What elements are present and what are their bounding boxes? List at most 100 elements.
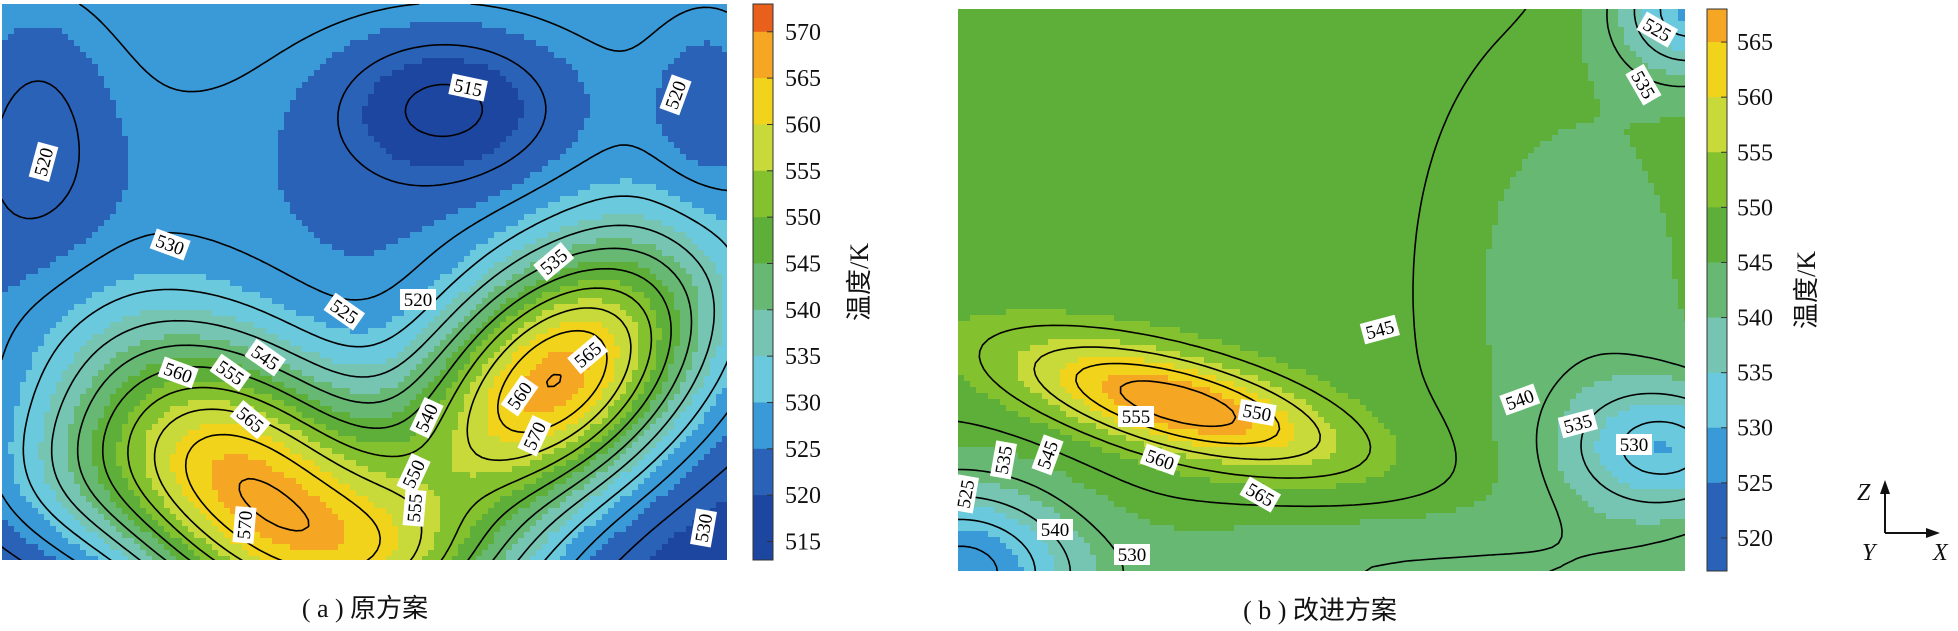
panel-a-cell [182,538,207,545]
panel-b-cell [958,189,1505,196]
panel-a-cell [458,550,483,557]
panel-a-cell [644,292,675,299]
panel-a-cell [20,484,51,491]
panel-a-cell [374,250,471,257]
panel-b-contour-label: 530 [1616,434,1652,456]
panel-a-cell [68,436,93,443]
panel-a-cell [518,292,543,299]
panel-a-cell [584,82,663,89]
panel-b-cell [1678,15,1685,22]
panel-b-contour-label-bg [1139,443,1181,476]
panel-a-cell [56,388,87,395]
panel-b-cell [1684,315,1685,322]
panel-a-contour-label-bg [157,356,199,389]
panel-a-cell [230,556,261,560]
panel-a-cell [200,334,279,341]
panel-b-cell [1048,339,1121,346]
panel-a-cell [2,328,51,335]
panel-a-cell [140,496,165,503]
panel-b-cell [958,489,1019,496]
panel-a-cell [74,358,111,365]
panel-a-cell [644,430,669,437]
panel-a-cell [278,136,375,143]
panel-a-cell [710,448,727,455]
panel-a-cell [470,352,495,359]
panel-a-cell [584,526,627,533]
panel-a-cell [32,502,63,509]
panel-b-cell [1492,381,1595,388]
panel-a-cell [314,418,429,425]
panel-a-cell [716,394,727,401]
panel-b-cell [958,231,1493,238]
panel-a-contour-label: 520 [400,289,436,311]
panel-a-cell [206,274,441,281]
panel-a-cell [332,406,405,413]
panel-a-cell [662,412,681,419]
panel-b-cell [1048,543,1091,550]
panel-a-cell [20,394,51,401]
panel-a-contour-label-bg [244,338,287,377]
panel-b-cell [1492,351,1685,358]
panel-a-cell [338,514,393,521]
panel-b-contour-label: 525 [952,474,979,514]
panel-b-cell [1678,291,1685,298]
panel-a-cell [494,310,519,317]
panel-a-cell [182,436,273,443]
panel-b-cell [1552,135,1631,142]
panel-a-cell [2,22,411,29]
panel-a-cell [362,106,525,113]
panel-a-cell [122,130,279,137]
colorbar-b-swatch [1707,42,1727,98]
panel-a-cell [194,502,225,509]
panel-a-cell [464,406,489,413]
panel-b-cell [1162,447,1337,454]
colorbar-a-tick-label: 540 [785,298,821,324]
panel-a-cell [722,280,727,287]
panel-a-cell [122,466,147,473]
panel-a-cell [248,454,303,461]
panel-b-contour-label-text: 530 [1620,435,1649,456]
panel-b-cell [1528,153,1637,160]
panel-a-cell [554,52,681,59]
panel-a-cell [722,286,727,293]
panel-b-cell [1180,471,1385,478]
panel-a-cell [362,118,519,125]
panel-a-cell [614,370,633,377]
panel-a-cell [2,34,9,41]
panel-a-cell [524,304,555,311]
panel-b-cell [1582,495,1685,502]
panel-a-cell [638,334,663,341]
panel-b-cell [1396,435,1493,442]
panel-a-cell [392,412,435,419]
panel-a-cell [512,358,543,365]
panel-a-cell [476,244,525,251]
panel-b-cell [1084,537,1685,544]
panel-a-cell [326,58,423,65]
panel-a-cell [518,310,543,317]
panel-b-cell [1684,309,1685,316]
panel-b-cell [958,249,1487,256]
panel-a-cell [620,454,645,461]
panel-a-cell [566,544,603,551]
panel-a-cell [116,460,147,467]
panel-a-cell [104,76,309,83]
panel-b-cell [958,531,989,538]
panel-a-cell [578,220,663,227]
panel-b-cell [958,39,1583,46]
panel-a-cell [620,304,651,311]
panel-b-cell [1168,375,1217,382]
panel-b-cell [1150,519,1361,526]
panel-a-cell [440,508,489,515]
panel-a-cell [710,508,727,515]
panel-a-cell [104,514,129,521]
colorbar-a-tick-label: 545 [785,251,821,277]
panel-a-cell [440,310,471,317]
panel-a-cell [590,364,615,371]
panel-b-contour-label: 550 [1237,399,1277,426]
panel-a-cell [602,322,639,329]
panel-a-cell [698,316,723,323]
panel-b-contour-label-text: 530 [1118,545,1147,566]
panel-b-cell [958,555,1019,562]
panel-a-cell [98,424,123,431]
panel-a-cell [584,502,615,509]
